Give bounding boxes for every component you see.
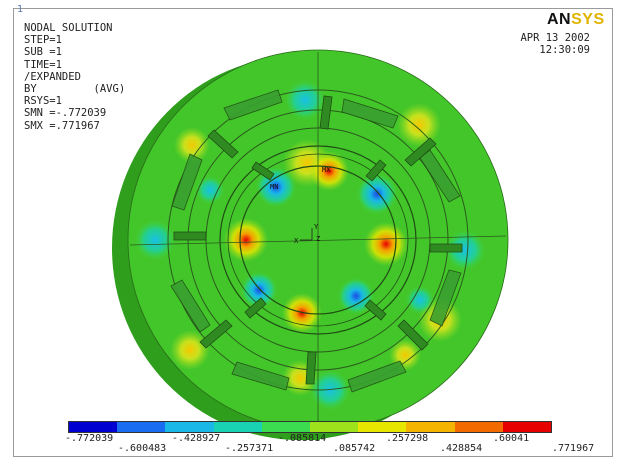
info-line: BY (AVG) [24, 83, 126, 96]
extreme-markers: MN MX [270, 166, 331, 191]
info-line: STEP=1 [24, 34, 62, 47]
legend-label: -.600483 [118, 443, 167, 454]
legend-swatch [502, 422, 552, 432]
legend-swatch [310, 422, 359, 432]
rotor-arms [244, 159, 387, 321]
mesh-lines [129, 52, 507, 428]
legend-swatch [454, 422, 503, 432]
legend-swatch [261, 422, 311, 432]
triad-y-label: Y [314, 223, 319, 231]
legend-swatch [358, 422, 407, 432]
legend-label: .771967 [552, 443, 595, 454]
coordinate-triad: X Y Z [294, 223, 320, 245]
info-line: SMX =.771967 [24, 119, 100, 132]
legend-swatch [69, 422, 118, 432]
stator-slots [170, 89, 462, 393]
timestamp: APR 13 2002 12:30:09 [500, 32, 590, 56]
legend-label: -.257371 [225, 443, 274, 454]
info-line: RSYS=1 [24, 95, 62, 108]
legend-swatch [406, 422, 455, 432]
legend-label: .257298 [386, 433, 429, 444]
solution-info-block: NODAL SOLUTION STEP=1 SUB =1 TIME=1 /EXP… [24, 22, 125, 132]
legend-swatch [165, 422, 214, 432]
date-text: APR 13 2002 [520, 32, 590, 44]
legend-label: -.085814 [278, 433, 327, 444]
max-marker: MX [322, 166, 331, 174]
info-line: TIME=1 [24, 58, 62, 71]
contour-hotspots [170, 103, 462, 396]
stator-teeth [173, 95, 463, 385]
legend-label: -.772039 [65, 433, 114, 444]
time-text: 12:30:09 [539, 44, 590, 57]
info-line: SMN =-.772039 [24, 107, 107, 120]
info-line: SUB =1 [24, 46, 62, 59]
legend-label: .428854 [440, 443, 483, 454]
triad-x-label: X [294, 237, 299, 245]
triad-z-label: Z [316, 235, 320, 243]
color-legend-bar [68, 421, 552, 433]
info-line: /EXPANDED [24, 70, 81, 83]
legend-swatch [117, 422, 166, 432]
window-number: 1 [17, 4, 24, 15]
legend-label: -.428927 [172, 433, 221, 444]
info-line: NODAL SOLUTION [24, 22, 113, 34]
legend-swatch [213, 422, 262, 432]
min-marker: MN [270, 183, 278, 191]
ansys-logo: ANSYS [547, 11, 605, 28]
legend-label: .085742 [333, 443, 376, 454]
legend-label: .60041 [493, 433, 530, 444]
